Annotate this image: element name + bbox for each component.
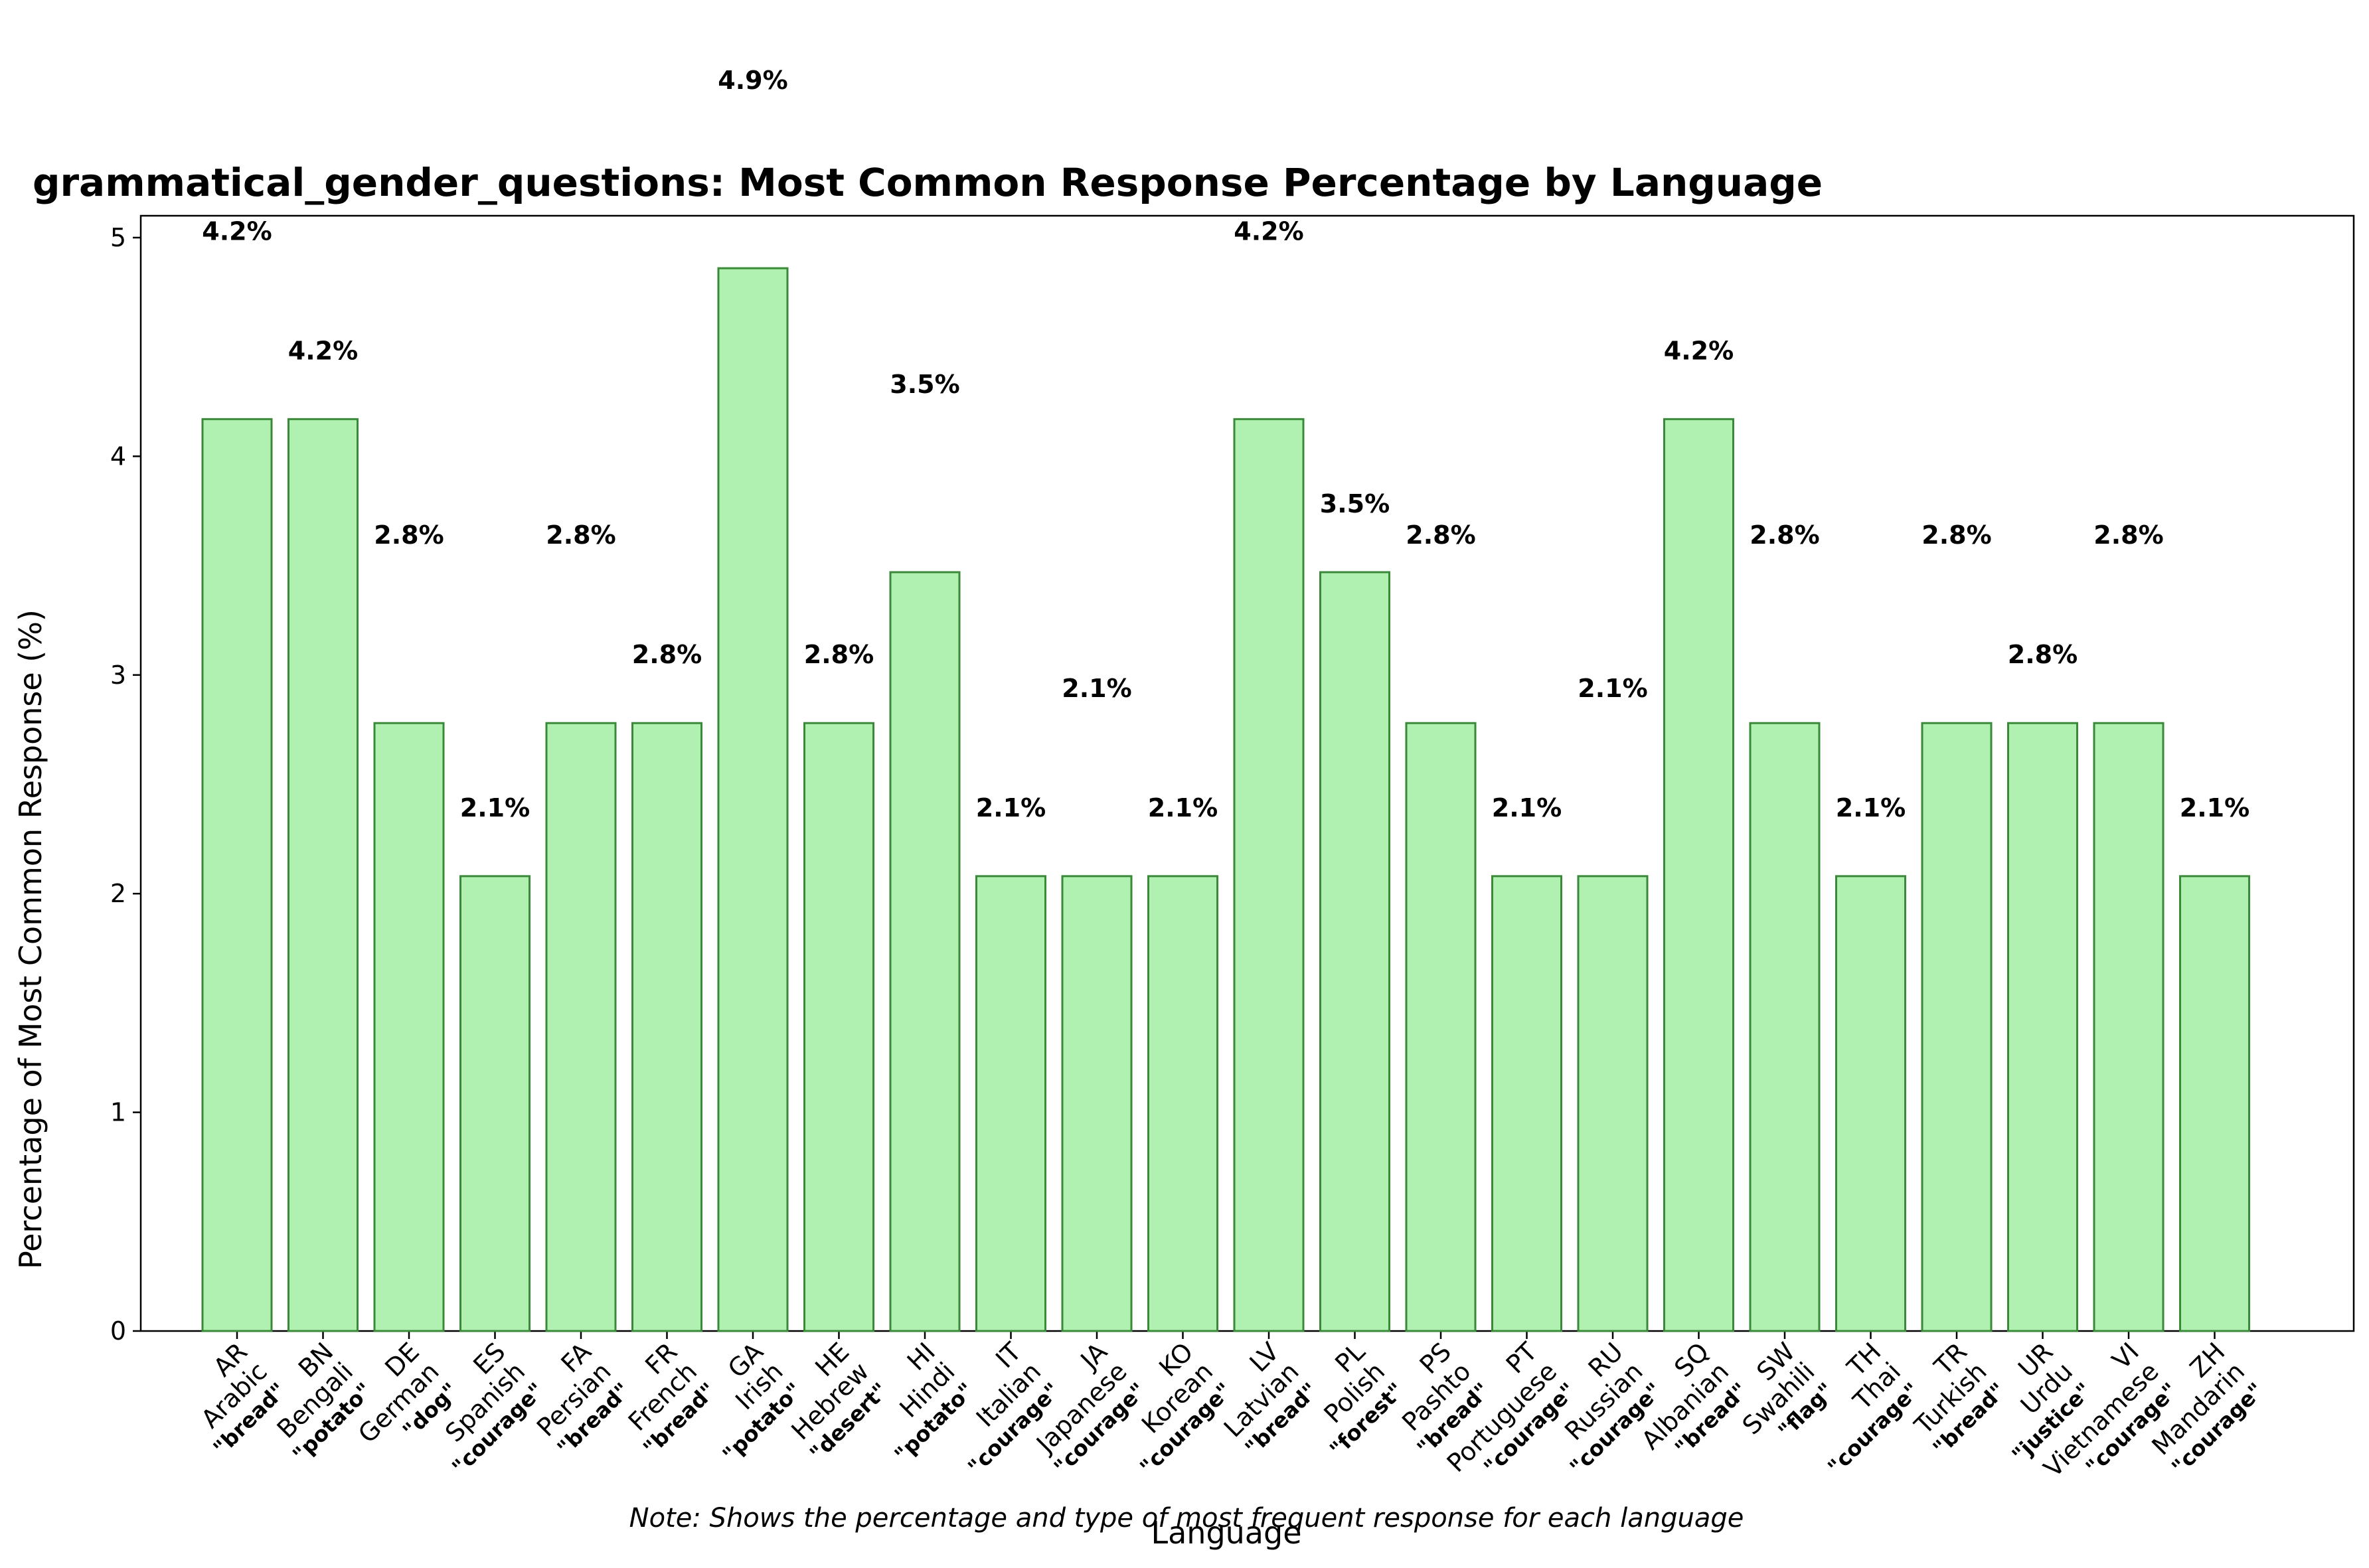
bar-sw xyxy=(1749,722,1821,1332)
bar-ja xyxy=(1061,875,1133,1332)
value-label: 3.5% xyxy=(890,370,959,399)
chart-title: grammatical_gender_questions: Most Commo… xyxy=(33,160,1823,205)
y-tick-label: 5 xyxy=(110,223,126,252)
value-label: 4.2% xyxy=(288,336,358,365)
bar-fr xyxy=(631,722,702,1332)
bar-ga xyxy=(717,267,789,1332)
value-label: 2.1% xyxy=(1062,674,1131,703)
bar-pt xyxy=(1491,875,1562,1332)
value-label: 2.1% xyxy=(1148,793,1218,823)
y-tick-label: 4 xyxy=(110,441,126,471)
bar-de xyxy=(373,722,445,1332)
value-label: 4.2% xyxy=(202,216,272,246)
bar-ur xyxy=(2007,722,2078,1332)
bar-es xyxy=(459,875,531,1332)
value-label: 2.8% xyxy=(632,640,702,669)
value-label: 3.5% xyxy=(1320,489,1390,518)
bar-lv xyxy=(1233,418,1305,1332)
value-label: 4.9% xyxy=(718,66,787,95)
value-label: 2.1% xyxy=(1836,793,1906,823)
value-label: 2.8% xyxy=(1406,520,1475,550)
bar-ru xyxy=(1577,875,1649,1332)
value-label: 4.2% xyxy=(1234,216,1303,246)
value-label: 2.8% xyxy=(546,520,615,550)
value-label: 2.8% xyxy=(2008,640,2078,669)
chart-note: Note: Shows the percentage and type of m… xyxy=(629,1503,1744,1533)
bar-ko xyxy=(1147,875,1218,1332)
bar-tr xyxy=(1921,722,1993,1332)
y-tick-label: 2 xyxy=(110,879,126,908)
bar-sq xyxy=(1663,418,1734,1332)
bar-vi xyxy=(2093,722,2165,1332)
y-tick-label: 0 xyxy=(110,1316,126,1346)
value-label: 2.8% xyxy=(1750,520,1819,550)
value-label: 2.8% xyxy=(374,520,444,550)
value-label: 4.2% xyxy=(1664,336,1734,365)
bar-he xyxy=(803,722,874,1332)
x-axis: ARArabic"bread"BNBengali"potato"DEGerman… xyxy=(195,1331,2269,1483)
value-label: 2.8% xyxy=(2093,520,2163,550)
y-tick-label: 1 xyxy=(110,1098,126,1127)
value-label: 2.1% xyxy=(976,793,1046,823)
bar-zh xyxy=(2179,875,2250,1332)
y-axis-label: Percentage of Most Common Response (%) xyxy=(13,609,48,1269)
value-label: 2.1% xyxy=(460,793,530,823)
bar-ps xyxy=(1405,722,1477,1332)
value-label: 2.8% xyxy=(1921,520,1991,550)
value-label: 2.8% xyxy=(804,640,874,669)
bars-group xyxy=(201,267,2250,1332)
bar-bn xyxy=(287,418,359,1332)
bar-hi xyxy=(889,571,961,1332)
value-label: 2.1% xyxy=(1578,674,1647,703)
bar-it xyxy=(975,875,1046,1332)
bar-ar xyxy=(201,418,273,1332)
value-label: 2.1% xyxy=(2180,793,2249,823)
bar-fa xyxy=(545,722,617,1332)
value-label: 2.1% xyxy=(1492,793,1562,823)
x-axis-label: Language xyxy=(1151,1515,1301,1551)
bar-pl xyxy=(1319,571,1390,1332)
value-labels-group: 4.2% 4.2% 2.8% 2.1% 2.8% 2.8% 4.9% 2.8% 3.5% 2.1%… xyxy=(202,66,2249,823)
y-tick-label: 3 xyxy=(110,661,126,690)
y-axis: 0 1 2 3 4 5 xyxy=(110,223,141,1346)
bar-th xyxy=(1835,875,1906,1332)
